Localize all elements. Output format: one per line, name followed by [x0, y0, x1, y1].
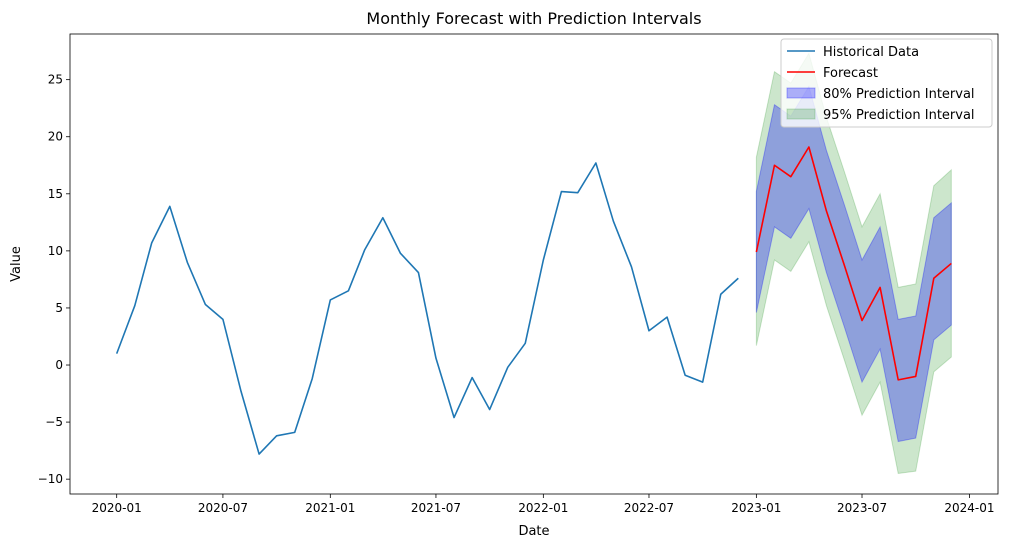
y-tick-label: 20 — [48, 130, 63, 144]
x-tick-label: 2022-01 — [518, 501, 568, 515]
plot-area — [115, 52, 952, 475]
pi80-band — [755, 85, 952, 443]
y-tick-label: −10 — [38, 472, 63, 486]
y-tick-label: 15 — [48, 187, 63, 201]
legend: Historical Data Forecast 80% Prediction In… — [780, 38, 993, 128]
axis-ticks: 2020-01 2020-07 2021-01 2021-07 2022-01 2022-… — [38, 73, 995, 515]
chart-title: Monthly Forecast with Prediction Interva… — [366, 9, 701, 28]
x-tick-label: 2022-07 — [624, 501, 674, 515]
x-tick-label: 2020-01 — [92, 501, 142, 515]
x-tick-label: 2023-01 — [731, 501, 781, 515]
x-tick-label: 2021-01 — [305, 501, 355, 515]
x-axis-title: Date — [518, 524, 549, 539]
x-tick-label: 2021-07 — [411, 501, 461, 515]
legend-label: 95% Prediction Interval — [823, 108, 975, 123]
y-tick-label: 25 — [48, 73, 63, 87]
forecast-series-line — [755, 146, 952, 381]
legend-swatch-patch — [786, 87, 816, 99]
y-axis-title: Value — [9, 246, 24, 282]
y-tick-label: −5 — [45, 415, 63, 429]
axes-frame — [69, 33, 999, 495]
y-tick-label: 10 — [48, 244, 63, 258]
historical-series-line — [115, 162, 739, 455]
legend-swatch-patch — [786, 108, 816, 120]
x-tick-label: 2020-07 — [198, 501, 248, 515]
legend-label: Forecast — [823, 66, 878, 81]
legend-label: Historical Data — [823, 45, 919, 60]
x-tick-label: 2024-01 — [944, 501, 994, 515]
legend-box — [780, 38, 993, 128]
legend-label: 80% Prediction Interval — [823, 87, 975, 102]
y-tick-label: 0 — [55, 358, 63, 372]
y-tick-label: 5 — [55, 301, 63, 315]
x-tick-label: 2023-07 — [837, 501, 887, 515]
